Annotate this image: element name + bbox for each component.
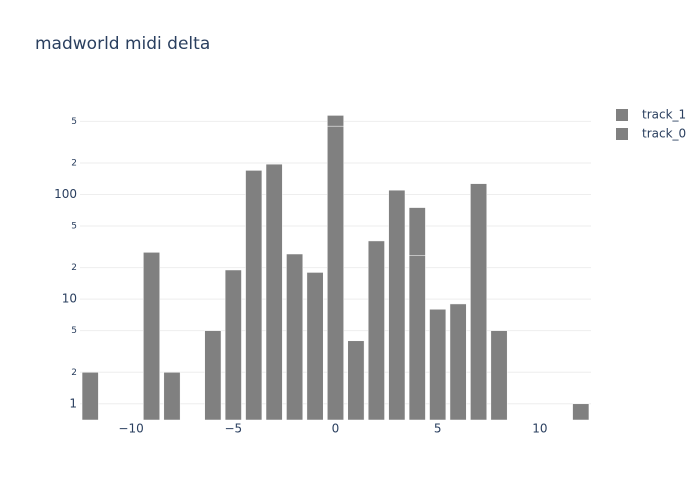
x-tick-label: 5 — [434, 422, 442, 436]
bar — [286, 253, 304, 421]
bar — [388, 189, 406, 421]
y-tick-label: 5 — [71, 222, 77, 232]
bar — [245, 170, 263, 421]
bar — [163, 372, 181, 421]
y-tick-label: 2 — [71, 263, 77, 273]
y-tick-label: 5 — [71, 117, 77, 127]
bar — [143, 252, 160, 421]
bar — [449, 303, 467, 421]
y-tick-label: 2 — [71, 368, 77, 378]
legend-label: track_1 — [642, 108, 686, 122]
x-tick-label: −5 — [224, 422, 242, 436]
bar — [572, 403, 590, 421]
chart-title: madworld midi delta — [35, 34, 210, 54]
bar — [327, 125, 344, 421]
bar — [408, 255, 426, 421]
y-tick-label: 2 — [71, 159, 77, 169]
y-tick-label: 1 — [69, 396, 77, 410]
bar — [224, 269, 242, 421]
legend-swatch — [616, 128, 628, 140]
bar — [470, 183, 488, 421]
bar — [265, 163, 283, 421]
bar — [81, 372, 99, 421]
bar — [429, 309, 447, 421]
bar — [367, 240, 385, 421]
bar — [347, 340, 365, 421]
x-tick-label: −10 — [118, 422, 143, 436]
bar — [327, 115, 344, 127]
bar — [490, 330, 508, 421]
y-tick-label: 5 — [71, 326, 77, 336]
y-tick-label: 100 — [54, 187, 77, 201]
x-tick-label: 0 — [332, 422, 340, 436]
bar — [204, 330, 222, 421]
y-tick-label: 10 — [62, 292, 77, 306]
legend-label: track_0 — [642, 127, 686, 141]
x-tick-label: 10 — [532, 422, 547, 436]
legend-swatch — [616, 109, 628, 121]
bar — [306, 272, 324, 421]
bar — [408, 207, 426, 256]
